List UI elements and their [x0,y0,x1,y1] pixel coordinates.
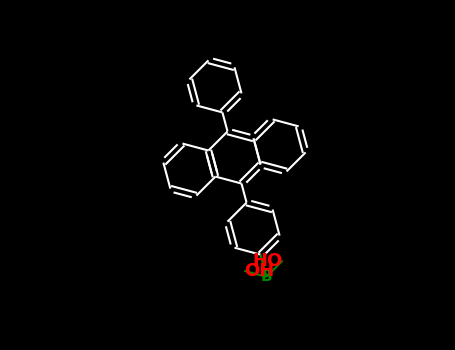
Text: OH: OH [244,262,274,280]
Text: HO: HO [253,252,283,270]
Text: B: B [261,269,272,284]
